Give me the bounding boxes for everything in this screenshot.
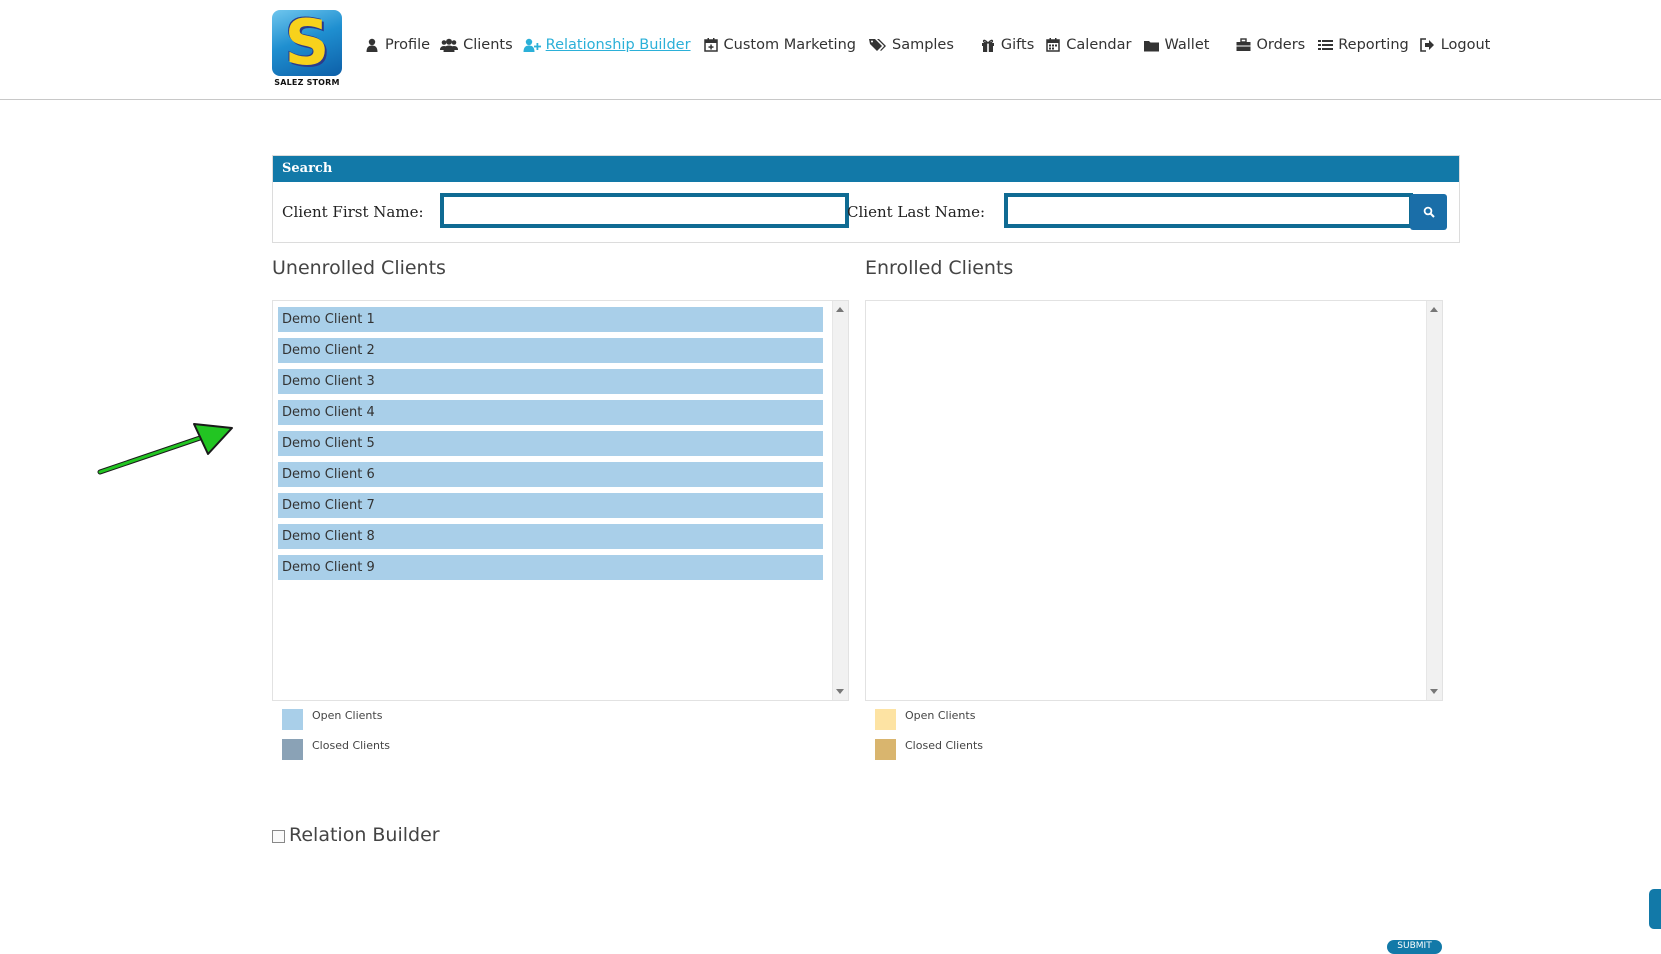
- unenrolled-clients-title: Unenrolled Clients: [272, 257, 446, 279]
- calendar-icon: [1045, 37, 1061, 53]
- client-item[interactable]: Demo Client 6: [278, 462, 823, 487]
- user-icon: [364, 37, 380, 53]
- nav-reporting[interactable]: Reporting: [1317, 37, 1409, 53]
- salez-storm-logo[interactable]: S SALEZ STORM: [272, 10, 342, 88]
- logo-text: SALEZ STORM: [274, 78, 340, 87]
- nav-relationship-builder[interactable]: Relationship Builder: [523, 37, 691, 53]
- logo-letter: S: [284, 10, 330, 76]
- last-name-label: Client Last Name:: [847, 203, 986, 221]
- nav-wallet[interactable]: Wallet: [1143, 37, 1209, 53]
- nav-calendar[interactable]: Calendar: [1045, 37, 1131, 53]
- unenrolled-scrollbar[interactable]: [832, 301, 848, 700]
- first-name-label: Client First Name:: [282, 203, 424, 221]
- search-button[interactable]: [1410, 194, 1447, 230]
- closed-clients-label: Closed Clients: [905, 739, 984, 752]
- briefcase-icon: [1235, 37, 1251, 53]
- client-item[interactable]: Demo Client 5: [278, 431, 823, 456]
- green-arrow-annotation: [97, 423, 233, 475]
- open-clients-label: Open Clients: [905, 709, 976, 722]
- nav-custom-marketing-label: Custom Marketing: [723, 37, 856, 53]
- relation-builder-label: Relation Builder: [289, 824, 440, 846]
- client-item[interactable]: Demo Client 1: [278, 307, 823, 332]
- submit-button[interactable]: SUBMIT: [1387, 940, 1442, 954]
- nav-profile[interactable]: Profile: [364, 37, 430, 53]
- enrolled-clients-title: Enrolled Clients: [865, 257, 1014, 279]
- user-plus-icon: [523, 37, 541, 53]
- open-clients-swatch: [282, 709, 303, 730]
- nav-samples-label: Samples: [891, 37, 954, 53]
- search-panel: Search Client First Name: Client Last Na…: [272, 155, 1460, 243]
- closed-clients-swatch: [875, 739, 896, 760]
- client-item[interactable]: Demo Client 8: [278, 524, 823, 549]
- nav-logout[interactable]: Logout: [1420, 37, 1491, 53]
- users-icon: [440, 37, 459, 53]
- gift-icon: [980, 37, 996, 53]
- scroll-down-icon[interactable]: [1430, 689, 1438, 694]
- nav-gifts-label: Gifts: [1000, 37, 1035, 53]
- client-item[interactable]: Demo Client 9: [278, 555, 823, 580]
- open-clients-swatch: [875, 709, 896, 730]
- client-item[interactable]: Demo Client 3: [278, 369, 823, 394]
- unenrolled-clients-list[interactable]: Demo Client 1 Demo Client 2 Demo Client …: [272, 300, 849, 701]
- logo-badge: S: [272, 10, 342, 76]
- scroll-down-icon[interactable]: [836, 689, 844, 694]
- client-item[interactable]: Demo Client 4: [278, 400, 823, 425]
- nav-gifts[interactable]: Gifts: [980, 37, 1034, 53]
- nav-wallet-label: Wallet: [1164, 37, 1210, 53]
- search-panel-title: Search: [273, 156, 1459, 182]
- nav-samples[interactable]: Samples: [868, 37, 954, 53]
- tags-icon: [868, 37, 887, 53]
- closed-clients-swatch: [282, 739, 303, 760]
- side-feedback-tab[interactable]: [1649, 889, 1661, 929]
- nav-clients[interactable]: Clients: [440, 37, 513, 53]
- top-header: S SALEZ STORM Profile Clients Relationsh…: [0, 0, 1661, 100]
- first-name-input[interactable]: [440, 193, 849, 228]
- nav-reporting-label: Reporting: [1338, 37, 1409, 53]
- calendar-plus-icon: [703, 37, 719, 53]
- nav-custom-marketing[interactable]: Custom Marketing: [703, 37, 856, 53]
- enrolled-scrollbar[interactable]: [1426, 301, 1442, 700]
- scroll-up-icon[interactable]: [836, 307, 844, 312]
- nav-clients-label: Clients: [463, 37, 513, 53]
- nav-profile-label: Profile: [385, 37, 431, 53]
- nav-logout-label: Logout: [1440, 37, 1491, 53]
- folder-icon: [1143, 37, 1159, 53]
- search-icon: [1423, 206, 1435, 218]
- sign-out-icon: [1420, 37, 1436, 53]
- list-icon: [1317, 37, 1333, 53]
- last-name-input[interactable]: [1004, 193, 1413, 228]
- nav-relationship-builder-label: Relationship Builder: [545, 37, 691, 53]
- nav-orders[interactable]: Orders: [1235, 37, 1305, 53]
- nav-calendar-label: Calendar: [1066, 37, 1132, 53]
- relation-builder-checkbox[interactable]: [272, 830, 285, 843]
- main-nav: Profile Clients Relationship Builder Cus…: [364, 34, 1490, 56]
- client-item[interactable]: Demo Client 7: [278, 493, 823, 518]
- client-item[interactable]: Demo Client 2: [278, 338, 823, 363]
- scroll-up-icon[interactable]: [1430, 307, 1438, 312]
- nav-orders-label: Orders: [1256, 37, 1306, 53]
- open-clients-label: Open Clients: [312, 709, 383, 722]
- enrolled-clients-list[interactable]: [865, 300, 1443, 701]
- closed-clients-label: Closed Clients: [312, 739, 391, 752]
